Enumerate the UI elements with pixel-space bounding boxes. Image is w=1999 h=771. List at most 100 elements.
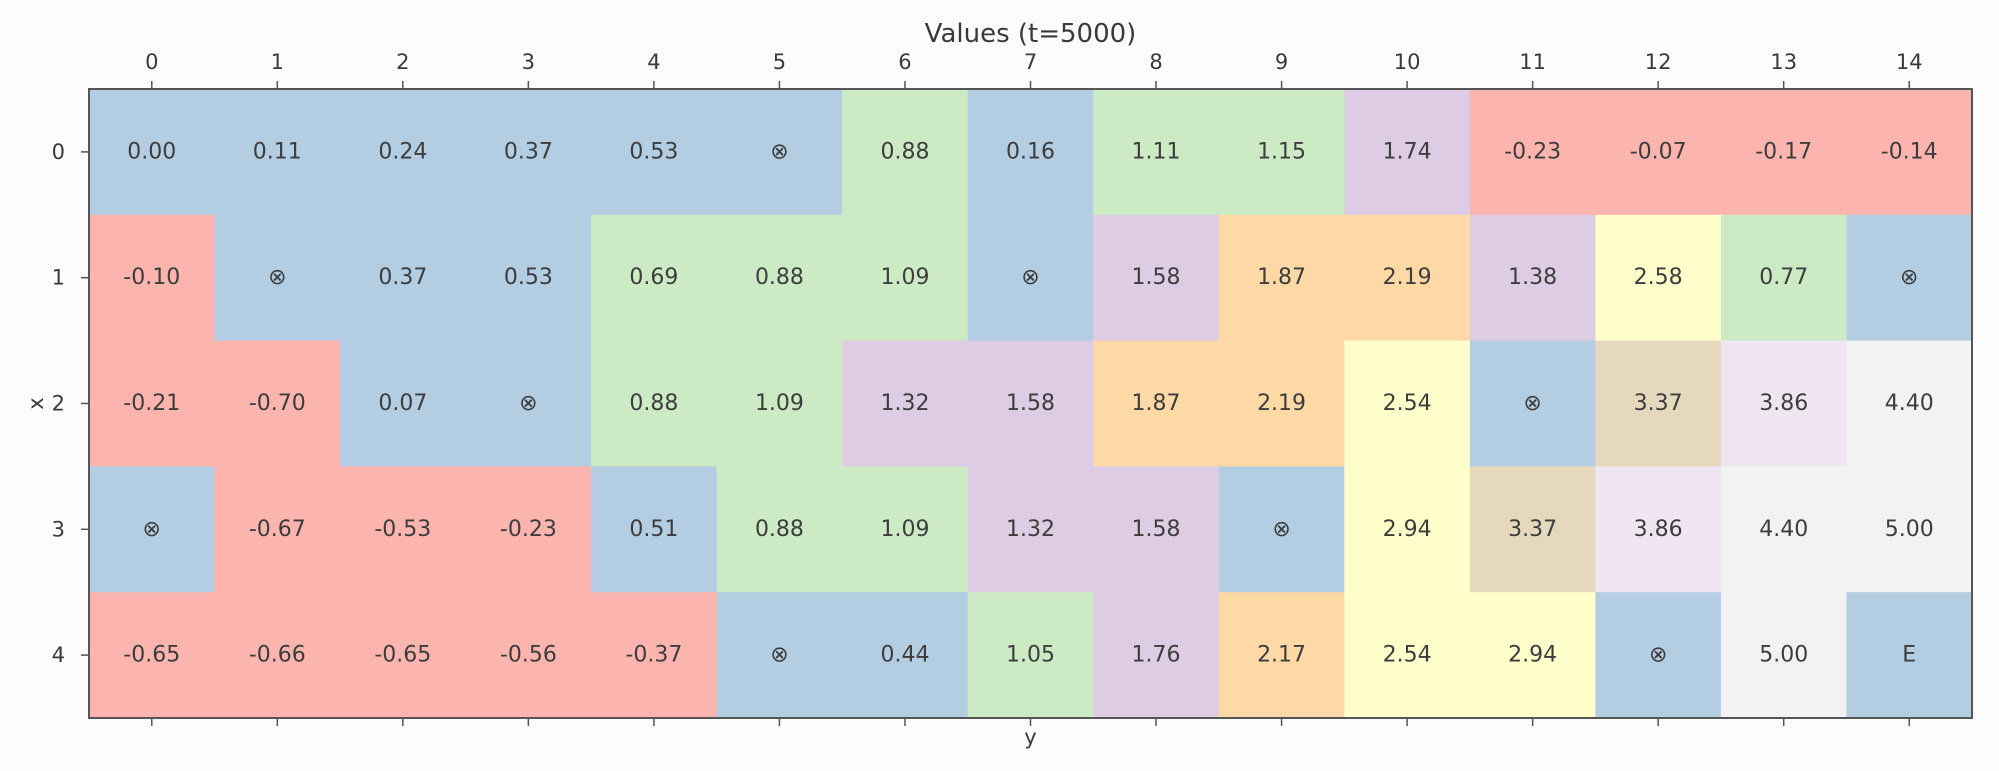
heatmap-cell <box>967 466 1094 593</box>
heatmap-cell <box>967 340 1094 467</box>
cell-value-label: 2.58 <box>1634 265 1683 290</box>
heatmap-cell <box>214 214 341 342</box>
heatmap-cell <box>591 214 718 342</box>
heatmap-cell <box>1595 466 1722 593</box>
heatmap-cell <box>1595 214 1722 342</box>
cell-value-label: -0.53 <box>374 517 431 542</box>
x-axis-label: y <box>1024 725 1036 749</box>
heatmap-cell <box>1093 89 1220 216</box>
cell-value-label: -0.66 <box>249 643 306 668</box>
heatmap-cell <box>591 466 718 593</box>
cell-value-label: -0.65 <box>374 643 431 668</box>
heatmap-cell <box>716 214 843 342</box>
heatmap-cell <box>1344 89 1471 216</box>
heatmap-cell <box>842 89 969 216</box>
cell-value-label: 3.37 <box>1634 391 1683 416</box>
x-axis-ticks: 0 1 2 3 4 5 6 7 8 9 10 11 12 13 14 <box>145 50 1923 726</box>
heatmap-cell <box>1469 592 1596 719</box>
x-tick-label: 11 <box>1519 50 1546 74</box>
cell-value-label: -0.70 <box>249 391 306 416</box>
heatmap-cell <box>1469 214 1596 342</box>
x-tick-label: 3 <box>522 50 535 74</box>
heatmap-cell <box>465 592 592 719</box>
heatmap-cell <box>842 214 969 342</box>
cell-value-label: 0.51 <box>629 517 678 542</box>
x-tick-label: 8 <box>1149 50 1162 74</box>
x-tick-label: 10 <box>1394 50 1421 74</box>
heatmap-cell <box>591 89 718 216</box>
cell-value-label: 1.15 <box>1257 139 1306 164</box>
heatmap-cell <box>1595 340 1722 467</box>
cell-value-label: 0.77 <box>1759 265 1808 290</box>
heatmap-cell <box>214 466 341 593</box>
cell-value-label: 1.11 <box>1132 139 1181 164</box>
heatmap-cell <box>214 89 341 216</box>
heatmap-cell <box>716 89 843 216</box>
cell-value-label: ⊗ <box>519 391 537 416</box>
x-tick-label: 0 <box>145 50 158 74</box>
heatmap-cell <box>842 592 969 719</box>
heatmap-cell <box>1218 592 1345 719</box>
cell-value-label: 0.16 <box>1006 139 1055 164</box>
cell-value-label: -0.56 <box>500 643 557 668</box>
heatmap-cell <box>214 340 341 467</box>
cell-value-label: 4.40 <box>1759 517 1808 542</box>
heatmap-cell <box>1344 466 1471 593</box>
cell-value-label: 2.17 <box>1257 643 1306 668</box>
cell-value-label: -0.17 <box>1755 139 1812 164</box>
heatmap-cell <box>1846 340 1973 467</box>
cell-value-label: ⊗ <box>1900 265 1918 290</box>
cell-value-label: ⊗ <box>770 643 788 668</box>
heatmap-cell <box>340 89 467 216</box>
cell-value-label: 2.94 <box>1383 517 1432 542</box>
heatmap-cell <box>89 89 216 216</box>
cell-value-label: -0.07 <box>1630 139 1687 164</box>
heatmap-cell <box>1720 89 1848 216</box>
cell-value-label: 4.40 <box>1885 391 1934 416</box>
y-tick-label: 0 <box>52 140 65 164</box>
cell-value-label: 5.00 <box>1759 643 1808 668</box>
cell-value-label: 0.69 <box>629 265 678 290</box>
heatmap-cell <box>1093 592 1220 719</box>
cell-value-label: 2.54 <box>1383 391 1432 416</box>
heatmap-cell <box>967 592 1094 719</box>
x-tick-label: 12 <box>1645 50 1672 74</box>
heatmap-cell <box>1846 89 1973 216</box>
heatmap-cell <box>465 340 592 467</box>
heatmap-cell <box>967 89 1094 216</box>
cell-value-label: 3.86 <box>1634 517 1683 542</box>
heatmap-cell <box>1595 89 1722 216</box>
heatmap-cell <box>1093 340 1220 467</box>
cell-value-label: -0.14 <box>1881 139 1938 164</box>
cell-value-label: 2.54 <box>1383 643 1432 668</box>
cell-value-label: 3.86 <box>1759 391 1808 416</box>
heatmap-cell <box>340 340 467 467</box>
heatmap-cell <box>465 214 592 342</box>
cell-value-label: 1.09 <box>755 391 804 416</box>
heatmap-cell <box>1218 89 1345 216</box>
cell-value-label: 1.58 <box>1132 517 1181 542</box>
heatmap-cell <box>1846 214 1973 342</box>
cell-value-label: 0.44 <box>880 643 929 668</box>
heatmap-cell <box>1218 214 1345 342</box>
heatmap-cell <box>1469 466 1596 593</box>
heatmap-cell <box>340 214 467 342</box>
heatmap-cell <box>1846 466 1973 593</box>
cell-value-label: 2.94 <box>1508 643 1557 668</box>
heatmap-cell <box>465 466 592 593</box>
cell-value-label: 1.09 <box>880 517 929 542</box>
cell-value-label: 0.11 <box>253 139 302 164</box>
heatmap-cell <box>842 340 969 467</box>
cell-value-label: 1.32 <box>1006 517 1055 542</box>
cell-value-label: 1.58 <box>1132 265 1181 290</box>
heatmap-cell <box>89 592 216 719</box>
cell-value-label: -0.65 <box>123 643 180 668</box>
heatmap-cell <box>1218 466 1345 593</box>
heatmap-cell <box>1344 214 1471 342</box>
cell-value-label: 0.07 <box>378 391 427 416</box>
heatmap-cell <box>1846 592 1973 719</box>
cell-value-label: 1.87 <box>1257 265 1306 290</box>
cell-value-label: 1.05 <box>1006 643 1055 668</box>
cell-labels: 0.00 0.11 0.24 0.37 0.53 ⊗ 0.88 0.16 1.11 1.15 1.7… <box>123 139 1937 667</box>
cell-value-label: 0.88 <box>629 391 678 416</box>
